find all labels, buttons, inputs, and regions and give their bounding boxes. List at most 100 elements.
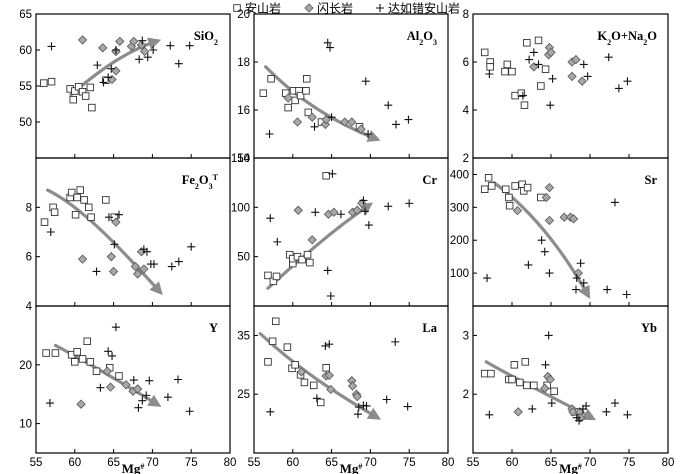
point-y-dacite-2 — [104, 347, 113, 356]
point-cr-diorite-1 — [307, 235, 317, 245]
point-sio2-dacite-3 — [104, 73, 113, 82]
point-fe2o3t-andesite-7 — [76, 186, 84, 194]
point-y-andesite-4 — [73, 348, 81, 356]
point-fe2o3t-andesite-4 — [67, 188, 76, 197]
point-k2o_na2o-andesite-0 — [480, 48, 489, 57]
point-sr-diorite-4 — [559, 212, 569, 222]
y-label: Y — [209, 321, 218, 335]
cr-ytick-label: 150 — [231, 153, 250, 165]
point-yb-dacite-4 — [547, 399, 556, 408]
point-sr-dacite-8 — [579, 278, 588, 287]
point-fe2o3t-dacite-1 — [92, 267, 101, 276]
point-al2o3-andesite-1 — [267, 75, 275, 83]
point-fe2o3t-dacite-6 — [142, 247, 151, 256]
legend-dacite-label: 达如错安山岩 — [388, 1, 460, 16]
point-la-dacite-2 — [321, 341, 330, 350]
k2o_na2o-ytick-label: 8 — [463, 9, 469, 21]
point-la-dacite-3 — [325, 340, 334, 349]
point-sio2-dacite-4 — [107, 64, 116, 73]
y-xtick-label: 55 — [30, 457, 43, 469]
point-k2o_na2o-andesite-6 — [511, 91, 519, 100]
point-yb-dacite-0 — [485, 410, 494, 419]
sio2-label: SiO2 — [194, 29, 218, 47]
point-cr-dacite-1 — [273, 237, 282, 246]
point-sr-dacite-11 — [622, 290, 631, 299]
point-al2o3-diorite-1 — [292, 117, 303, 127]
point-fe2o3t-dacite-2 — [104, 213, 113, 222]
point-al2o3-diorite-2 — [307, 112, 317, 122]
point-la-dacite-5 — [353, 410, 362, 419]
point-la-andesite-5 — [291, 361, 299, 369]
point-sio2-dacite-9 — [149, 46, 158, 54]
sr-ytick-label: 100 — [450, 268, 469, 280]
point-la-dacite-0 — [266, 407, 275, 416]
point-cr-dacite-10 — [405, 199, 414, 208]
yb-xtick-label: 70 — [584, 457, 597, 469]
point-al2o3-dacite-0 — [265, 130, 274, 138]
point-sr-andesite-6 — [511, 182, 519, 190]
point-cr-dacite-9 — [384, 202, 393, 211]
point-al2o3-diorite-0 — [283, 93, 293, 103]
point-fe2o3t-diorite-1 — [106, 252, 116, 262]
point-yb-dacite-8 — [582, 401, 591, 410]
point-y-dacite-6 — [134, 403, 143, 412]
point-k2o_na2o-andesite-3 — [501, 67, 509, 76]
la-xtick-label: 60 — [286, 457, 299, 469]
point-sr-diorite-3 — [544, 215, 555, 226]
yb-xtick-label: 75 — [623, 457, 636, 469]
point-cr-dacite-3 — [323, 266, 332, 275]
cr-frame — [253, 157, 449, 307]
la-xtick-label: 65 — [325, 457, 338, 469]
y-frame — [35, 305, 231, 454]
point-sio2-dacite-5 — [111, 46, 120, 54]
point-yb-dacite-2 — [541, 360, 550, 369]
point-sr-dacite-2 — [537, 236, 546, 245]
point-cr-dacite-2 — [311, 208, 320, 217]
yb-xtick-label: 60 — [506, 457, 519, 469]
point-cr-dacite-7 — [360, 207, 369, 216]
point-fe2o3t-andesite-2 — [50, 208, 59, 217]
point-k2o_na2o-diorite-0 — [529, 62, 539, 72]
point-y-dacite-5 — [129, 376, 138, 385]
point-y-diorite-2 — [105, 382, 116, 392]
point-fe2o3t-dacite-0 — [46, 228, 55, 236]
yb-xtick-label: 80 — [662, 457, 675, 469]
fe2o3t-label: Fe2O3T — [182, 173, 219, 191]
point-fe2o3t-diorite-5 — [132, 269, 143, 279]
point-sr-andesite-9 — [523, 183, 532, 192]
point-al2o3-andesite-7 — [296, 91, 305, 100]
point-y-dacite-9 — [145, 376, 154, 385]
point-fe2o3t-andesite-10 — [87, 213, 95, 221]
point-k2o_na2o-dacite-5 — [546, 101, 555, 110]
point-yb-andesite-7 — [523, 381, 531, 390]
y-xtick-label: 75 — [185, 457, 198, 469]
la-xtick-label: 75 — [403, 457, 416, 469]
point-k2o_na2o-dacite-3 — [529, 48, 538, 57]
point-k2o_na2o-andesite-4 — [503, 60, 512, 69]
point-cr-andesite-0 — [264, 271, 272, 280]
point-cr-diorite-3 — [329, 207, 339, 217]
legend: 安山岩 闪长岩 达如错安山岩 — [233, 1, 460, 16]
point-y-dacite-1 — [96, 383, 105, 392]
point-yb-andesite-8 — [530, 381, 538, 390]
point-la-andesite-2 — [271, 317, 280, 326]
point-yb-dacite-9 — [602, 407, 611, 416]
point-sr-dacite-0 — [483, 274, 492, 283]
point-yb-diorite-1 — [540, 383, 550, 393]
point-y-dacite-4 — [111, 323, 120, 332]
point-cr-dacite-8 — [364, 221, 373, 230]
point-al2o3-dacite-6 — [364, 130, 373, 138]
la-xlabel: Mg# — [340, 461, 363, 474]
point-cr-dacite-4 — [328, 169, 337, 178]
point-y-andesite-3 — [71, 358, 79, 366]
point-yb-andesite-4 — [510, 361, 519, 369]
point-la-andesite-9 — [316, 398, 325, 407]
point-al2o3-dacite-2 — [323, 38, 332, 47]
point-sio2-dacite-10 — [166, 41, 175, 50]
point-sr-diorite-1 — [541, 192, 551, 203]
yb-xtick-label: 55 — [467, 457, 480, 469]
point-la-dacite-9 — [382, 395, 391, 404]
point-sr-diorite-2 — [544, 182, 555, 193]
point-k2o_na2o-diorite-7 — [577, 76, 587, 86]
la-frame — [253, 305, 449, 454]
